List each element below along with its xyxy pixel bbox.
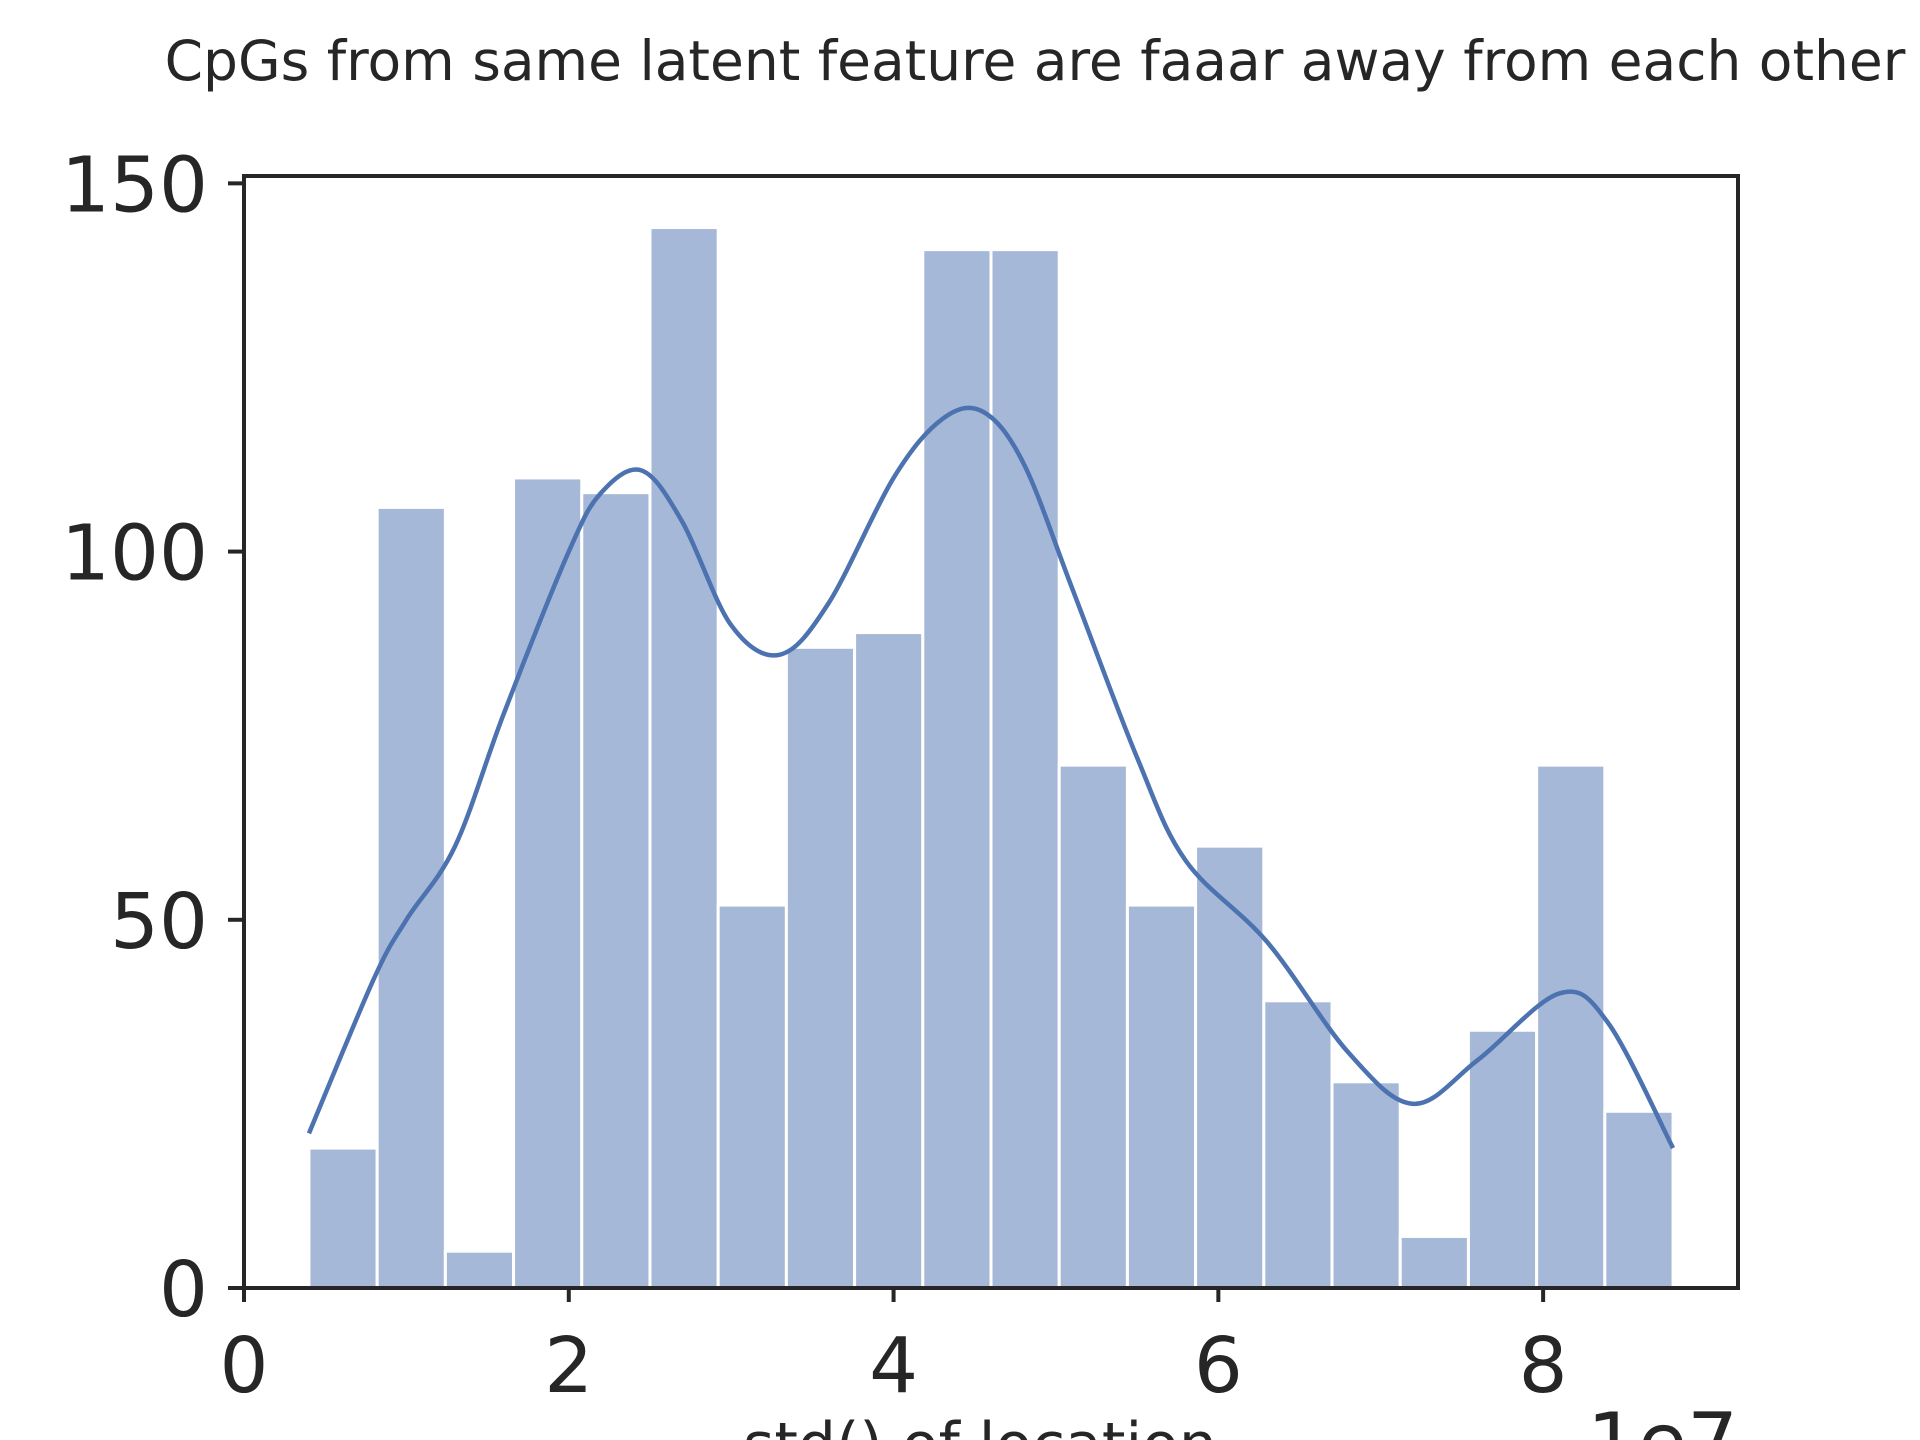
histogram-bar: [580, 491, 652, 1290]
histogram-bar: [1466, 1028, 1539, 1290]
x-tick-label: 0: [220, 1322, 269, 1411]
histogram-bar: [989, 248, 1061, 1290]
histogram-bar: [443, 1249, 516, 1290]
x-tick-label: 4: [869, 1322, 918, 1411]
histogram-bar: [648, 226, 720, 1290]
histogram-bar: [307, 1146, 379, 1290]
histogram-bar: [1535, 763, 1607, 1290]
x-axis-label: std() of location: [743, 1410, 1217, 1440]
histogram-bar: [1603, 1109, 1675, 1290]
y-tick-label: 100: [61, 510, 208, 599]
x-tick-label: 2: [544, 1322, 593, 1411]
x-offset-label: 1e7: [1587, 1396, 1738, 1440]
y-tick-label: 50: [110, 878, 208, 967]
x-axis: 0 2 4 6 8: [220, 1288, 1568, 1411]
histogram-bar: [784, 645, 857, 1290]
y-tick-label: 150: [61, 141, 208, 230]
plot-frame: [242, 174, 1740, 1290]
histogram-bar: [375, 505, 447, 1290]
histogram-bar: [1398, 1234, 1470, 1290]
histogram-bar: [1262, 999, 1334, 1290]
histogram-bar: [1330, 1080, 1402, 1290]
histogram-bar: [1125, 903, 1198, 1290]
histogram-bar: [921, 248, 993, 1290]
x-tick-label: 6: [1194, 1322, 1243, 1411]
histogram-bars: [307, 226, 1675, 1290]
histogram-bar: [853, 631, 925, 1290]
histogram-bar: [1057, 763, 1129, 1290]
histogram-bar: [512, 476, 584, 1290]
chart-title: CpGs from same latent feature are faaar …: [165, 29, 1906, 93]
x-tick-label: 8: [1519, 1322, 1568, 1411]
y-tick-label: 0: [159, 1246, 208, 1335]
histogram-bar: [1194, 844, 1266, 1290]
y-axis: 0 50 100 150: [61, 141, 244, 1335]
kde-curve: [306, 405, 1676, 1150]
histogram-bar: [716, 903, 788, 1290]
